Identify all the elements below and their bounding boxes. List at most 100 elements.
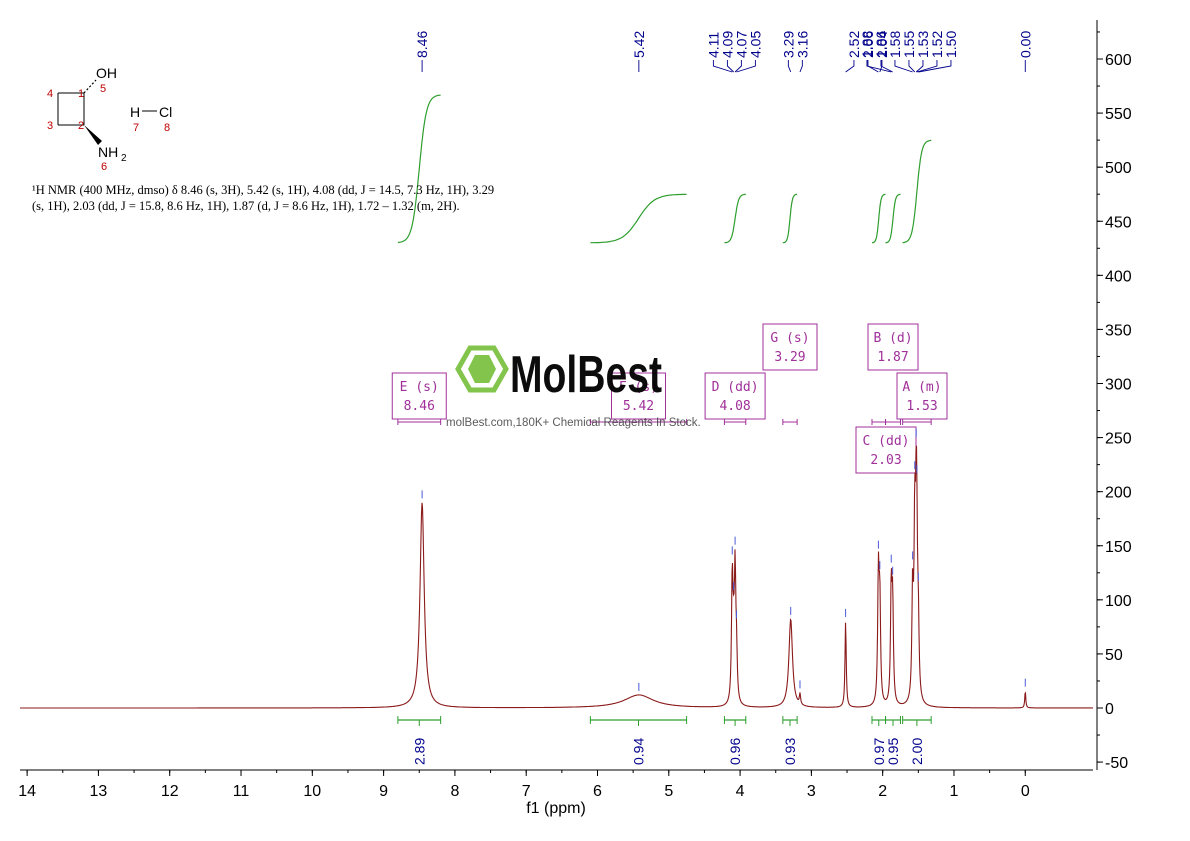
y-tick-label: 100 [1105, 593, 1132, 610]
peak-label: 2.52 [846, 31, 862, 58]
multiplet-label: A (m) [902, 380, 941, 395]
peak-label-connector [915, 60, 924, 73]
multiplet-label: E (s) [400, 380, 439, 395]
atom-nh: NH [98, 144, 118, 160]
x-tick-label: 11 [233, 783, 250, 800]
integral-curve [590, 193, 687, 244]
peak-label: 3.29 [780, 31, 796, 58]
x-tick-label: 4 [736, 783, 745, 800]
integral-value: 0.95 [885, 738, 901, 765]
x-tick-label: 2 [878, 783, 887, 800]
multiplet-box [610, 372, 666, 420]
peak-labels: 8.46 5.42 4.114.094.074.05 3.293.16 2.522.06… [414, 31, 1033, 73]
multiplet-label: C (dd) [863, 434, 910, 449]
integral-value: 0.96 [727, 738, 743, 765]
spectrum-line [20, 445, 1093, 709]
peak-label: 4.11 [705, 32, 721, 58]
x-tick-label: 5 [664, 783, 673, 800]
integral-value: 2.00 [909, 738, 925, 765]
x-tick-label: 7 [522, 783, 531, 800]
y-tick-label: 150 [1105, 539, 1132, 556]
y-tick-label: 0 [1105, 701, 1114, 718]
peak-label: 5.42 [631, 31, 647, 58]
multiplet-label: F (s) [619, 380, 658, 395]
axes: 14 13 12 11 10 9 8 7 6 5 4 3 2 1 0f1 (ppm)-50050100150… [18, 20, 1132, 817]
multiplet-shift: 1.53 [906, 399, 937, 414]
y-tick-label: 300 [1105, 377, 1132, 394]
atom-number-3: 3 [47, 120, 53, 132]
multiplet-shift: 5.42 [623, 399, 654, 414]
integral-value: 2.89 [411, 738, 427, 765]
integral-value: 0.93 [782, 738, 798, 765]
peak-label-connector [918, 60, 952, 73]
watermark-tagline: molBest.com,180K+ Chemical Reagents In S… [446, 417, 701, 429]
x-tick-label: 8 [450, 783, 459, 800]
multiplet-box [867, 323, 919, 371]
y-tick-label: -50 [1105, 755, 1128, 772]
y-tick-label: 200 [1105, 485, 1132, 502]
integral-value: 0.94 [630, 738, 646, 765]
multiplet-box [762, 323, 818, 371]
peak-label-connector [880, 60, 893, 73]
nmr-description-line-1: ¹H NMR (400 MHz, dmso) δ 8.46 (s, 3H), 5… [32, 183, 495, 197]
multiplet-label: D (dd) [712, 380, 759, 395]
peak-label: 2.06 [860, 31, 876, 58]
integral-curves [397, 94, 932, 244]
x-axis-label: f1 (ppm) [526, 800, 586, 817]
peak-label: 4.09 [719, 31, 735, 58]
multiplet-shift: 3.29 [774, 350, 805, 365]
x-tick-label: 9 [379, 783, 388, 800]
peak-label: 1.58 [887, 31, 903, 58]
y-tick-label: 250 [1105, 431, 1132, 448]
multiplet-label: G (s) [770, 331, 809, 346]
atom-number-7: 7 [133, 122, 139, 134]
integral-curve [782, 193, 798, 244]
peak-label-connector [916, 60, 938, 73]
y-tick-label: 500 [1105, 160, 1132, 177]
watermark-brand: MolBest [510, 346, 662, 404]
y-tick-label: 600 [1105, 52, 1132, 69]
x-tick-label: 6 [593, 783, 602, 800]
atom-number-1: 1 [78, 88, 84, 100]
peak-label-connector [736, 60, 756, 73]
atom-cl: Cl [159, 104, 172, 120]
atom-number-6: 6 [101, 161, 107, 173]
peak-label: 0.00 [1017, 31, 1033, 58]
x-tick-label: 12 [161, 783, 179, 800]
peak-label-connector [787, 60, 792, 73]
x-tick-label: 1 [950, 783, 959, 800]
multiplet-label: B (d) [873, 331, 912, 346]
peak-label: 1.52 [929, 31, 945, 58]
peak-label-connector [867, 60, 879, 73]
atom-number-8: 8 [164, 122, 170, 134]
x-tick-label: 13 [90, 783, 108, 800]
multiplet-shift: 4.08 [719, 399, 750, 414]
integral-value: 0.97 [871, 738, 887, 765]
x-tick-label: 3 [807, 783, 816, 800]
peak-label: 1.88 [859, 31, 875, 58]
multiplet-shift: 2.03 [870, 453, 901, 468]
y-tick-label: 450 [1105, 214, 1132, 231]
y-tick-label: 400 [1105, 268, 1132, 285]
integral-curve [885, 193, 901, 244]
atom-number-2: 2 [78, 120, 84, 132]
peak-label: 1.50 [943, 31, 959, 58]
y-tick-label: 550 [1105, 106, 1132, 123]
nmr-description: ¹H NMR (400 MHz, dmso) δ 8.46 (s, 3H), 5… [32, 182, 592, 214]
peak-label-connector [712, 60, 733, 73]
atom-number-5: 5 [100, 83, 106, 95]
hexagon-logo-icon [455, 345, 509, 393]
integral-curve [397, 94, 441, 244]
peak-label-connector [845, 60, 855, 73]
peak-label-connector [879, 60, 883, 73]
peak-label: 1.86 [873, 31, 889, 58]
multiplet-box [391, 372, 447, 420]
atom-nh-subscript: 2 [121, 153, 127, 164]
atom-h: H [130, 104, 140, 120]
peak-label: 4.05 [747, 31, 763, 58]
peak-label: 3.16 [794, 31, 810, 58]
peak-label: 8.46 [414, 31, 430, 58]
peak-label-connector [908, 60, 916, 73]
x-tick-label: 0 [1021, 783, 1030, 800]
